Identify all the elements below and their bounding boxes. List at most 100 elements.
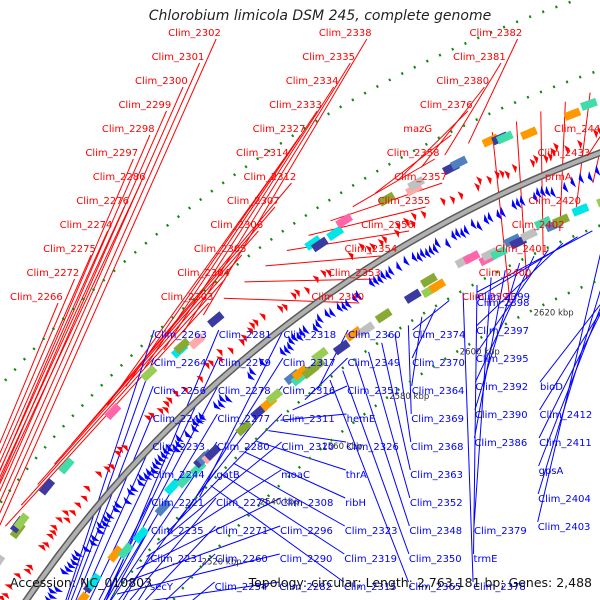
cog-box [419, 272, 438, 288]
reverse-leader-line [412, 300, 450, 331]
reverse-gene-label: Clim_2271 [216, 526, 269, 537]
forward-gene-arrow [547, 152, 553, 162]
forward-gene-arrow [0, 595, 5, 600]
reverse-gene-label: Clim_2260 [215, 554, 268, 565]
cog-box [107, 545, 124, 563]
forward-gene-arrow [61, 510, 70, 517]
forward-gene-label: Clim_2298 [102, 124, 155, 135]
forward-gene-arrow [504, 170, 510, 180]
forward-leader-line [20, 278, 226, 506]
reverse-gene-arrow [420, 247, 427, 259]
reverse-gene-arrow [213, 400, 222, 410]
reverse-gene-arrow [345, 298, 352, 309]
gene-rings [0, 97, 600, 600]
reverse-gene-label: Clim_2318 [283, 330, 336, 341]
forward-gene-arrow [457, 191, 464, 201]
reverse-gene-arrow [217, 399, 226, 409]
cog-box [13, 512, 30, 531]
reverse-gene-arrow [500, 206, 507, 218]
reverse-leader-line [473, 270, 506, 439]
forward-gene-label: Clim_2272 [27, 268, 80, 279]
reverse-leader-line [146, 469, 282, 557]
cog-box [489, 245, 508, 261]
forward-gene-label: Clim_2274 [60, 220, 113, 231]
reverse-gene-label: Clim_2399 [477, 292, 530, 303]
forward-gene-arrow [439, 197, 446, 207]
reverse-gene-label: thrA [346, 470, 367, 481]
reverse-leader-line [304, 357, 348, 401]
forward-gene-arrow [597, 126, 600, 135]
forward-gene-arrow [319, 269, 326, 278]
forward-gene-arrow [532, 154, 539, 164]
forward-gene-label: Clim_2340 [311, 292, 364, 303]
forward-gene-arrow [347, 252, 354, 261]
forward-gene-label: Clim_2355 [378, 196, 431, 207]
reverse-gene-arrow [137, 473, 147, 482]
reverse-leader-line [210, 485, 345, 583]
forward-gene-label: Clim_2302 [168, 28, 221, 39]
reverse-gene-arrow [166, 443, 175, 453]
reverse-gene-label: bioD [540, 382, 563, 393]
reverse-gene-arrow [157, 453, 166, 463]
cog-box [533, 215, 552, 230]
forward-gene-arrow [410, 212, 417, 222]
reverse-gene-label: Clim_2281 [219, 330, 272, 341]
forward-gene-label: Clim_2380 [436, 76, 489, 87]
reverse-gene-arrow [519, 195, 526, 207]
forward-gene-label: Clim_2401 [495, 244, 548, 255]
forward-gene-label: Clim_2299 [118, 100, 171, 111]
cog-box [304, 235, 322, 251]
forward-gene-arrow [68, 510, 77, 517]
forward-leader-line [183, 62, 351, 333]
reverse-gene-label: Clim_2242 [153, 414, 206, 425]
forward-gene-label: Clim_2327 [253, 124, 306, 135]
reverse-leader-line [126, 525, 281, 582]
reverse-gene-arrow [73, 549, 84, 557]
reverse-leader-line [407, 325, 412, 415]
forward-leader-line [0, 254, 92, 464]
cog-box [374, 307, 393, 324]
reverse-gene-arrow [291, 332, 299, 342]
genome-summary-text: Topology: circular; Length: 2,763,181 bp… [248, 575, 592, 590]
reverse-leader-line [65, 329, 155, 600]
reverse-gene-arrow [451, 229, 458, 241]
forward-gene-arrow [577, 139, 583, 150]
reverse-leader-line [256, 440, 346, 471]
forward-gene-arrow [529, 158, 536, 168]
reverse-gene-arrow [114, 500, 124, 509]
forward-gene-label: Clim_2303 [161, 292, 214, 303]
forward-gene-arrow [542, 154, 549, 164]
reverse-gene-arrow [82, 544, 92, 553]
cog-box [38, 478, 56, 496]
reverse-gene-arrow [302, 324, 310, 335]
reverse-gene-label: Clim_2290 [280, 554, 333, 565]
forward-gene-arrow [252, 319, 259, 327]
forward-gene-arrow [290, 292, 297, 301]
cog-box [407, 176, 426, 191]
cog-box [207, 311, 225, 328]
reverse-gene-label: Clim_2350 [409, 554, 462, 565]
cog-box [335, 213, 354, 229]
forward-gene-label: Clim_2353 [328, 268, 381, 279]
forward-gene-arrow [196, 375, 204, 384]
reverse-gene-label: Clim_2363 [410, 470, 463, 481]
forward-gene-label: Clim_2381 [453, 52, 506, 63]
cog-box [291, 364, 309, 381]
forward-gene-arrow [259, 313, 266, 322]
reverse-gene-arrow [532, 191, 539, 203]
forward-leader-line [0, 110, 167, 493]
forward-gene-arrow [171, 390, 179, 398]
reverse-leader-line [411, 316, 423, 387]
cog-box [332, 339, 351, 356]
reverse-gene-label: Clim_2390 [475, 410, 528, 421]
reverse-gene-arrow [66, 561, 77, 569]
forward-gene-arrow [494, 170, 500, 180]
cog-box [519, 126, 538, 141]
reverse-gene-label: Clim_2315 [344, 582, 397, 593]
cog-box [563, 107, 582, 121]
reverse-leader-line [537, 253, 600, 523]
reverse-leader-line [476, 230, 593, 293]
reverse-gene-arrow [511, 199, 518, 210]
reverse-gene-label: Clim_2277 [217, 414, 270, 425]
cog-box [85, 572, 102, 591]
